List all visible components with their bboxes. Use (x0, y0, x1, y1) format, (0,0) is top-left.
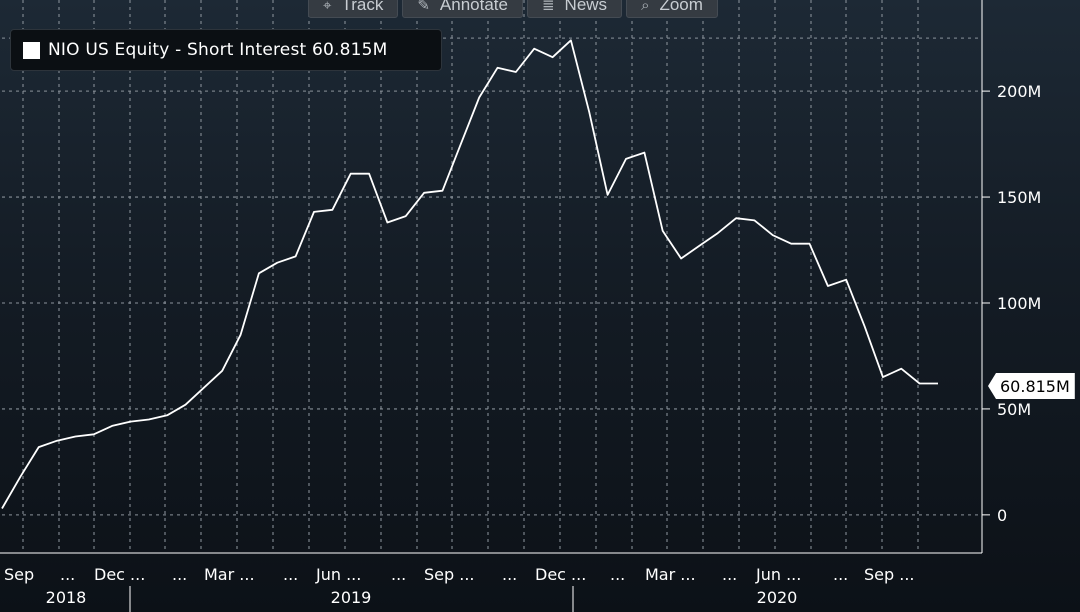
x-tick-label: ... (722, 565, 737, 584)
x-tick-label: Dec ... (94, 565, 145, 584)
x-tick-label: Jun ... (755, 565, 801, 584)
toolbar-annotate-button[interactable]: ✎ Annotate (402, 0, 523, 18)
toolbar-button-label: News (564, 0, 608, 14)
last-value-tag: 60.815M (988, 373, 1075, 399)
toolbar-news-button[interactable]: ≣ News (526, 0, 623, 18)
x-tick-label: Sep ... (864, 565, 915, 584)
x-group-label: 2019 (331, 588, 372, 607)
toolbar-zoom-button[interactable]: ⌕ Zoom (626, 0, 718, 18)
toolbar-button-label: Track (341, 0, 384, 14)
x-tick-label: ... (60, 565, 75, 584)
legend-swatch (23, 41, 40, 59)
x-tick-label: Jun ... (315, 565, 361, 584)
zoom-icon: ⌕ (641, 0, 650, 14)
series-line (1, 39, 938, 509)
chart-toolbar: ⌖ Track ✎ Annotate ≣ News ⌕ Zoom (308, 0, 718, 18)
x-tick-label: Sep (4, 565, 34, 584)
x-tick-label: ... (610, 565, 625, 584)
x-tick-label: ... (502, 565, 517, 584)
x-tick-label: ... (283, 565, 298, 584)
y-tick-label: 0 (997, 506, 1007, 525)
x-tick-label: ... (833, 565, 848, 584)
chart-legend[interactable]: NIO US Equity - Short Interest 60.815M (10, 29, 442, 71)
y-tick-label: 150M (997, 188, 1041, 207)
y-tick-label: 200M (997, 82, 1041, 101)
news-icon: ≣ (541, 0, 555, 14)
y-tick-label: 100M (997, 294, 1041, 313)
x-tick-label: Dec ... (535, 565, 586, 584)
x-group-label: 2020 (757, 588, 798, 607)
x-tick-label: Sep ... (424, 565, 475, 584)
x-group-label: 2018 (46, 588, 87, 607)
y-tick-label: 50M (997, 400, 1031, 419)
toolbar-button-label: Zoom (659, 0, 703, 14)
x-tick-label: ... (391, 565, 406, 584)
toolbar-track-button[interactable]: ⌖ Track (308, 0, 399, 18)
x-tick-label: Mar ... (645, 565, 696, 584)
x-tick-label: Mar ... (204, 565, 255, 584)
x-tick-label: ... (172, 565, 187, 584)
toolbar-button-label: Annotate (439, 0, 508, 14)
crosshair-icon: ⌖ (323, 0, 332, 14)
legend-label: NIO US Equity - Short Interest 60.815M (48, 40, 388, 60)
pencil-icon: ✎ (417, 0, 430, 14)
